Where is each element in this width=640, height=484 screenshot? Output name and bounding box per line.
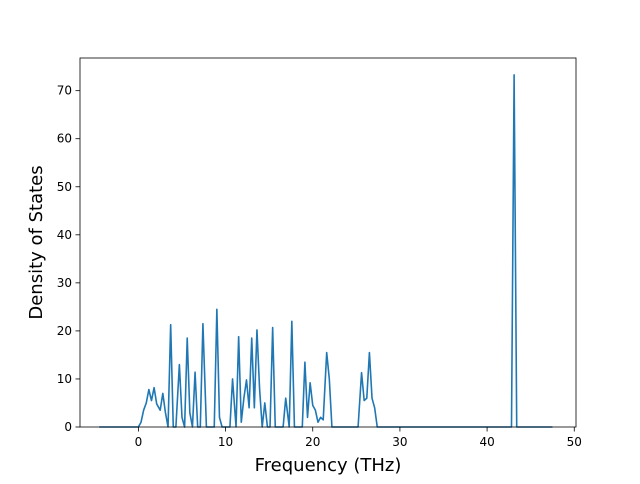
x-tick-label: 40 xyxy=(479,435,494,449)
y-tick-label: 0 xyxy=(64,420,72,434)
x-tick-label: 30 xyxy=(392,435,407,449)
x-axis-label: Frequency (THz) xyxy=(255,455,402,476)
x-tick-label: 50 xyxy=(567,435,582,449)
y-tick-label: 40 xyxy=(57,228,72,242)
plot-area xyxy=(79,57,577,428)
y-tick-label: 30 xyxy=(57,276,72,290)
y-axis-label: Density of States xyxy=(26,165,47,319)
x-tick-label: 10 xyxy=(218,435,233,449)
y-axis-ticks: 0 10 20 30 40 50 60 70 xyxy=(57,84,80,434)
y-tick-label: 20 xyxy=(57,324,72,338)
y-tick-label: 50 xyxy=(57,180,72,194)
x-tick-label: 20 xyxy=(305,435,320,449)
axes-frame xyxy=(79,57,577,428)
series-line-dos xyxy=(99,74,553,428)
y-tick-label: 70 xyxy=(57,84,72,98)
y-tick-label: 60 xyxy=(57,132,72,146)
x-axis-ticks: 0 10 20 30 40 50 xyxy=(135,427,582,449)
y-tick-label: 10 xyxy=(57,372,72,386)
x-tick-label: 0 xyxy=(135,435,143,449)
